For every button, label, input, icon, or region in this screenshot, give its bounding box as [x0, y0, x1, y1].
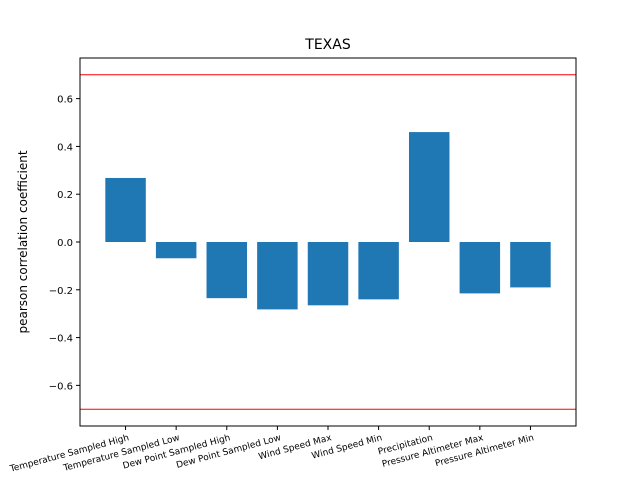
y-axis-label: pearson correlation coefficient — [16, 150, 30, 333]
bar-5 — [358, 242, 399, 300]
y-tick-label-6: 0.6 — [57, 95, 73, 106]
plot-frame — [79, 57, 577, 427]
y-tick-label-1: −0.4 — [49, 334, 73, 345]
y-tick-label-0: −0.6 — [49, 381, 73, 392]
bar-0 — [105, 177, 146, 242]
bar-2 — [206, 242, 248, 299]
y-tick-label-3: 0.0 — [57, 238, 73, 249]
bar-7 — [459, 242, 501, 294]
bar-1 — [155, 242, 197, 259]
y-tick-label-2: −0.2 — [49, 286, 73, 297]
y-tick-label-5: 0.4 — [57, 142, 73, 153]
chart-title: TEXAS — [304, 37, 351, 53]
bar-4 — [307, 242, 349, 306]
bar-6 — [408, 132, 450, 242]
bar-3 — [257, 242, 298, 310]
y-tick-label-4: 0.2 — [57, 190, 73, 201]
bar-8 — [510, 242, 551, 288]
